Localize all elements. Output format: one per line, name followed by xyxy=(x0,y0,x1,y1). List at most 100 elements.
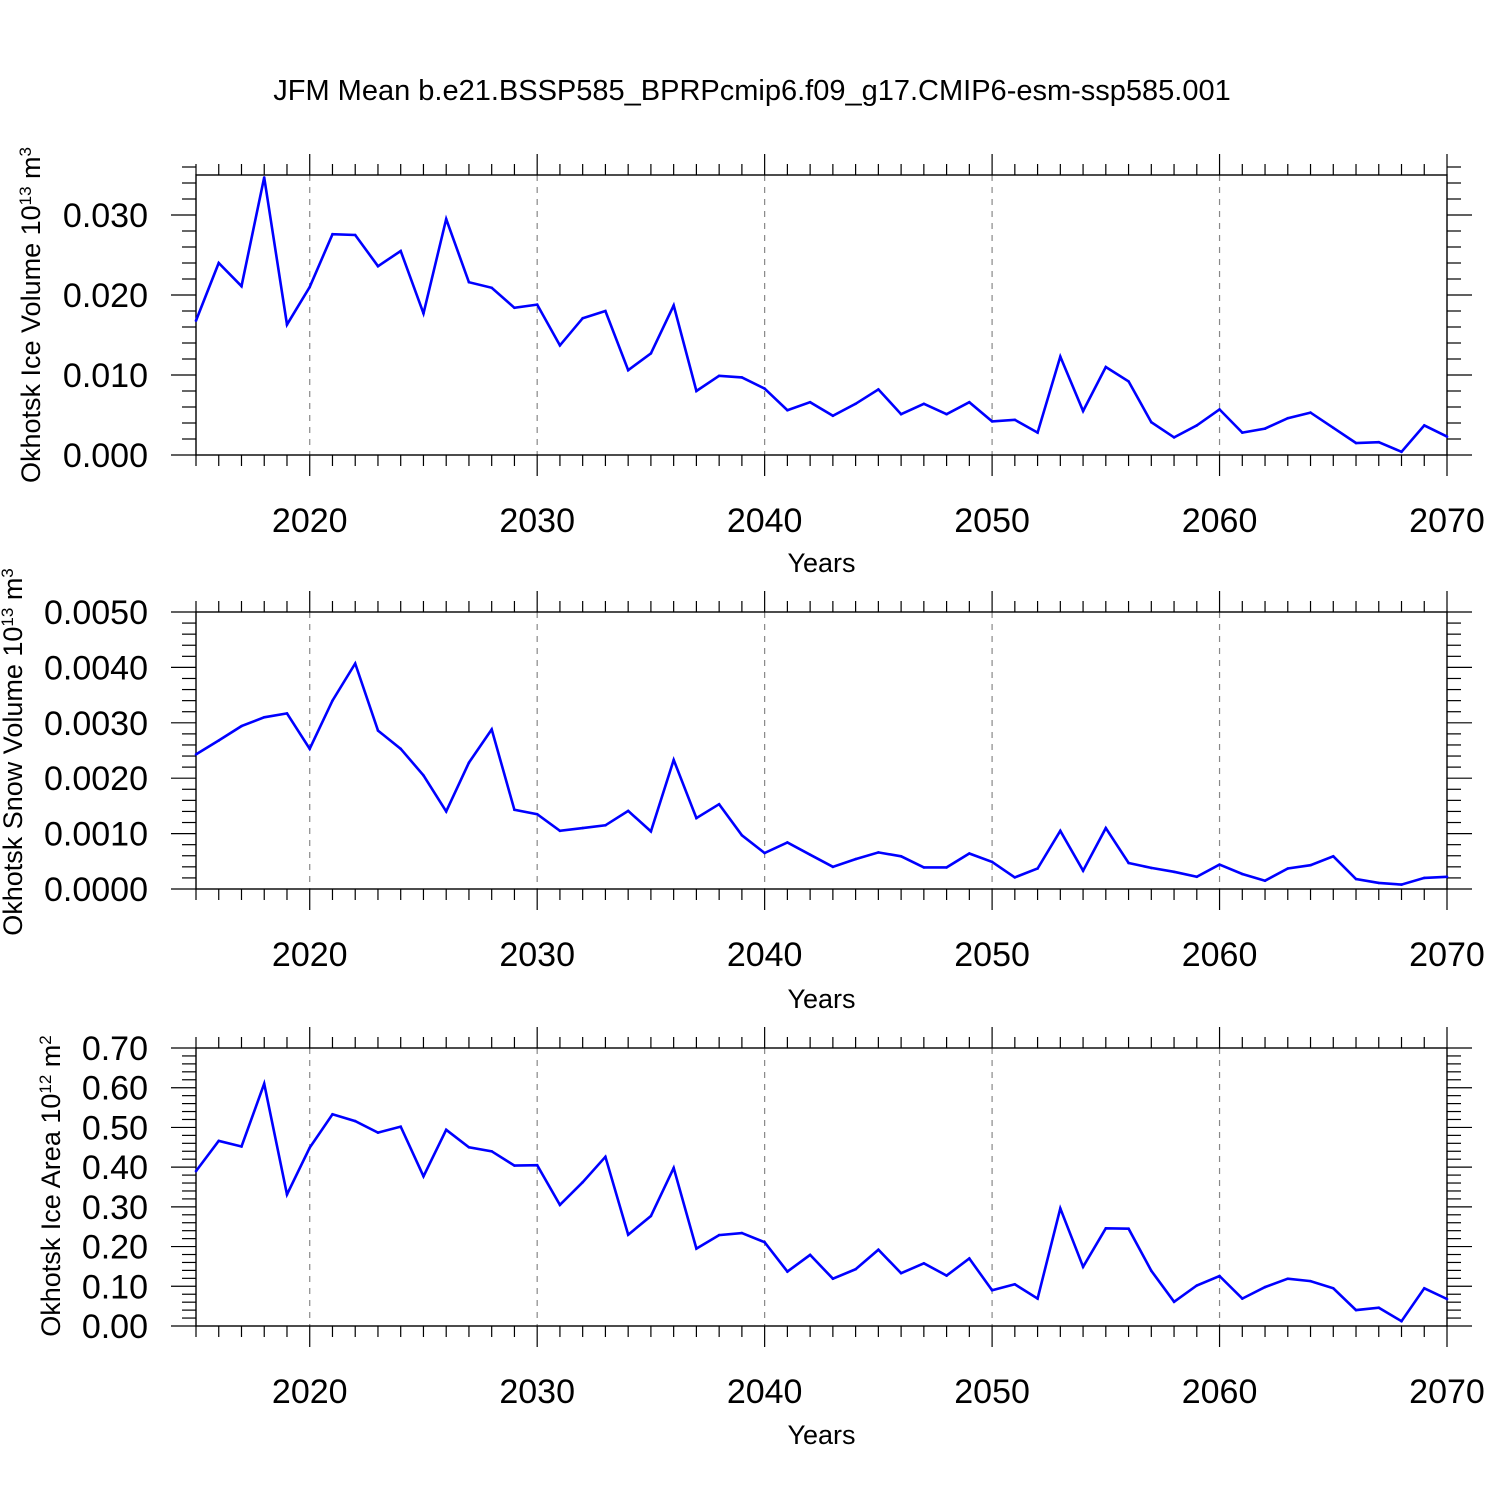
data-point xyxy=(1354,877,1358,881)
data-point xyxy=(945,866,948,869)
data-point xyxy=(240,1145,243,1148)
data-point xyxy=(1150,420,1153,424)
data-point xyxy=(217,261,221,265)
data-point xyxy=(899,855,903,858)
x-tick-label: 2070 xyxy=(1409,936,1485,974)
data-point xyxy=(444,810,448,813)
x-tick-label: 2040 xyxy=(727,936,803,974)
data-point xyxy=(945,412,948,416)
data-point xyxy=(285,323,289,326)
data-point xyxy=(1445,435,1449,438)
data-point xyxy=(1104,1227,1108,1230)
y-tick-label: 0.0040 xyxy=(44,649,148,687)
x-tick-label: 2050 xyxy=(954,1373,1030,1411)
data-point xyxy=(1400,450,1403,454)
data-point xyxy=(262,1082,266,1086)
data-point xyxy=(285,1193,289,1196)
data-point xyxy=(285,712,289,715)
data-point xyxy=(308,285,312,289)
data-point xyxy=(922,402,926,406)
data-point xyxy=(376,1131,380,1134)
data-point xyxy=(331,699,334,702)
data-point xyxy=(1286,416,1290,420)
data-point xyxy=(740,376,744,379)
data-point xyxy=(1377,440,1381,444)
data-point xyxy=(194,753,198,756)
data-point xyxy=(1127,1227,1130,1230)
data-point xyxy=(422,774,425,777)
data-point xyxy=(854,402,857,406)
y-tick-label: 0.020 xyxy=(63,277,148,315)
data-point xyxy=(422,312,425,315)
y-tick-label: 0.60 xyxy=(82,1070,148,1108)
x-tick-label: 2030 xyxy=(499,1373,575,1411)
x-axis-label: Years xyxy=(787,548,855,578)
data-point xyxy=(535,1163,539,1167)
data-point xyxy=(1400,1319,1403,1323)
x-tick-label: 2070 xyxy=(1409,502,1485,540)
data-point xyxy=(240,724,243,728)
y-axis-label-text: Okhotsk Ice Area 10 xyxy=(36,1094,66,1337)
plot-frame xyxy=(195,1047,1448,1327)
data-point xyxy=(899,1271,903,1275)
data-point xyxy=(308,1146,312,1149)
data-point xyxy=(604,309,607,313)
y-axis-label-unit-exponent: 3 xyxy=(0,568,17,577)
data-point xyxy=(1081,1265,1085,1269)
data-point xyxy=(1354,441,1358,445)
data-point xyxy=(1081,869,1085,873)
data-point xyxy=(831,865,835,869)
x-tick-label: 2020 xyxy=(272,936,348,974)
data-point xyxy=(558,344,562,347)
data-point xyxy=(649,1214,653,1218)
data-point xyxy=(1263,427,1267,430)
y-axis-label-unit: m xyxy=(0,578,28,608)
data-point xyxy=(1240,872,1244,876)
x-tick-label: 2060 xyxy=(1182,1373,1258,1411)
x-tick-label: 2040 xyxy=(727,502,803,540)
data-point xyxy=(1172,436,1176,439)
data-point xyxy=(990,420,994,423)
data-point xyxy=(1172,870,1176,874)
y-tick-label: 0.20 xyxy=(82,1229,148,1267)
series-line xyxy=(194,1078,1448,1323)
data-point xyxy=(808,400,812,404)
data-point xyxy=(1013,876,1017,879)
y-axis-label-unit-exponent: 2 xyxy=(36,1035,55,1044)
data-point xyxy=(331,232,334,236)
data-point xyxy=(1150,1269,1153,1273)
data-point xyxy=(217,739,221,742)
x-tick-label: 2050 xyxy=(954,502,1030,540)
y-axis-label-unit: m xyxy=(36,1045,66,1075)
data-point xyxy=(353,662,357,665)
figure-title: JFM Mean b.e21.BSSP585_BPRPcmip6.f09_g17… xyxy=(273,75,1231,107)
data-point xyxy=(1013,418,1017,422)
data-point xyxy=(1286,867,1290,870)
data-point xyxy=(695,1247,698,1250)
y-tick-label: 0.010 xyxy=(63,357,148,395)
x-tick-label: 2020 xyxy=(272,502,348,540)
data-point xyxy=(535,303,539,306)
x-tick-label: 2020 xyxy=(272,1373,348,1411)
x-axis-label: Years xyxy=(787,1420,855,1450)
data-point xyxy=(490,286,493,290)
y-axis-label: Okhotsk Ice Volume 1013 m3 xyxy=(16,147,47,483)
x-tick-label: 2030 xyxy=(499,502,575,540)
data-point xyxy=(1400,883,1403,886)
data-point xyxy=(513,808,516,812)
data-point xyxy=(444,217,448,221)
data-point xyxy=(1218,408,1221,411)
data-point xyxy=(513,306,516,310)
y-axis-label-text: Okhotsk Ice Volume 10 xyxy=(16,205,46,483)
data-point xyxy=(763,1240,766,1244)
data-point xyxy=(467,761,471,764)
data-point xyxy=(1195,424,1199,427)
data-point xyxy=(877,1248,880,1252)
data-point xyxy=(672,304,675,307)
data-point xyxy=(1309,1279,1312,1283)
data-point xyxy=(513,1164,516,1167)
data-point xyxy=(786,1270,789,1273)
data-point xyxy=(1240,431,1244,434)
data-point xyxy=(1354,1308,1358,1312)
